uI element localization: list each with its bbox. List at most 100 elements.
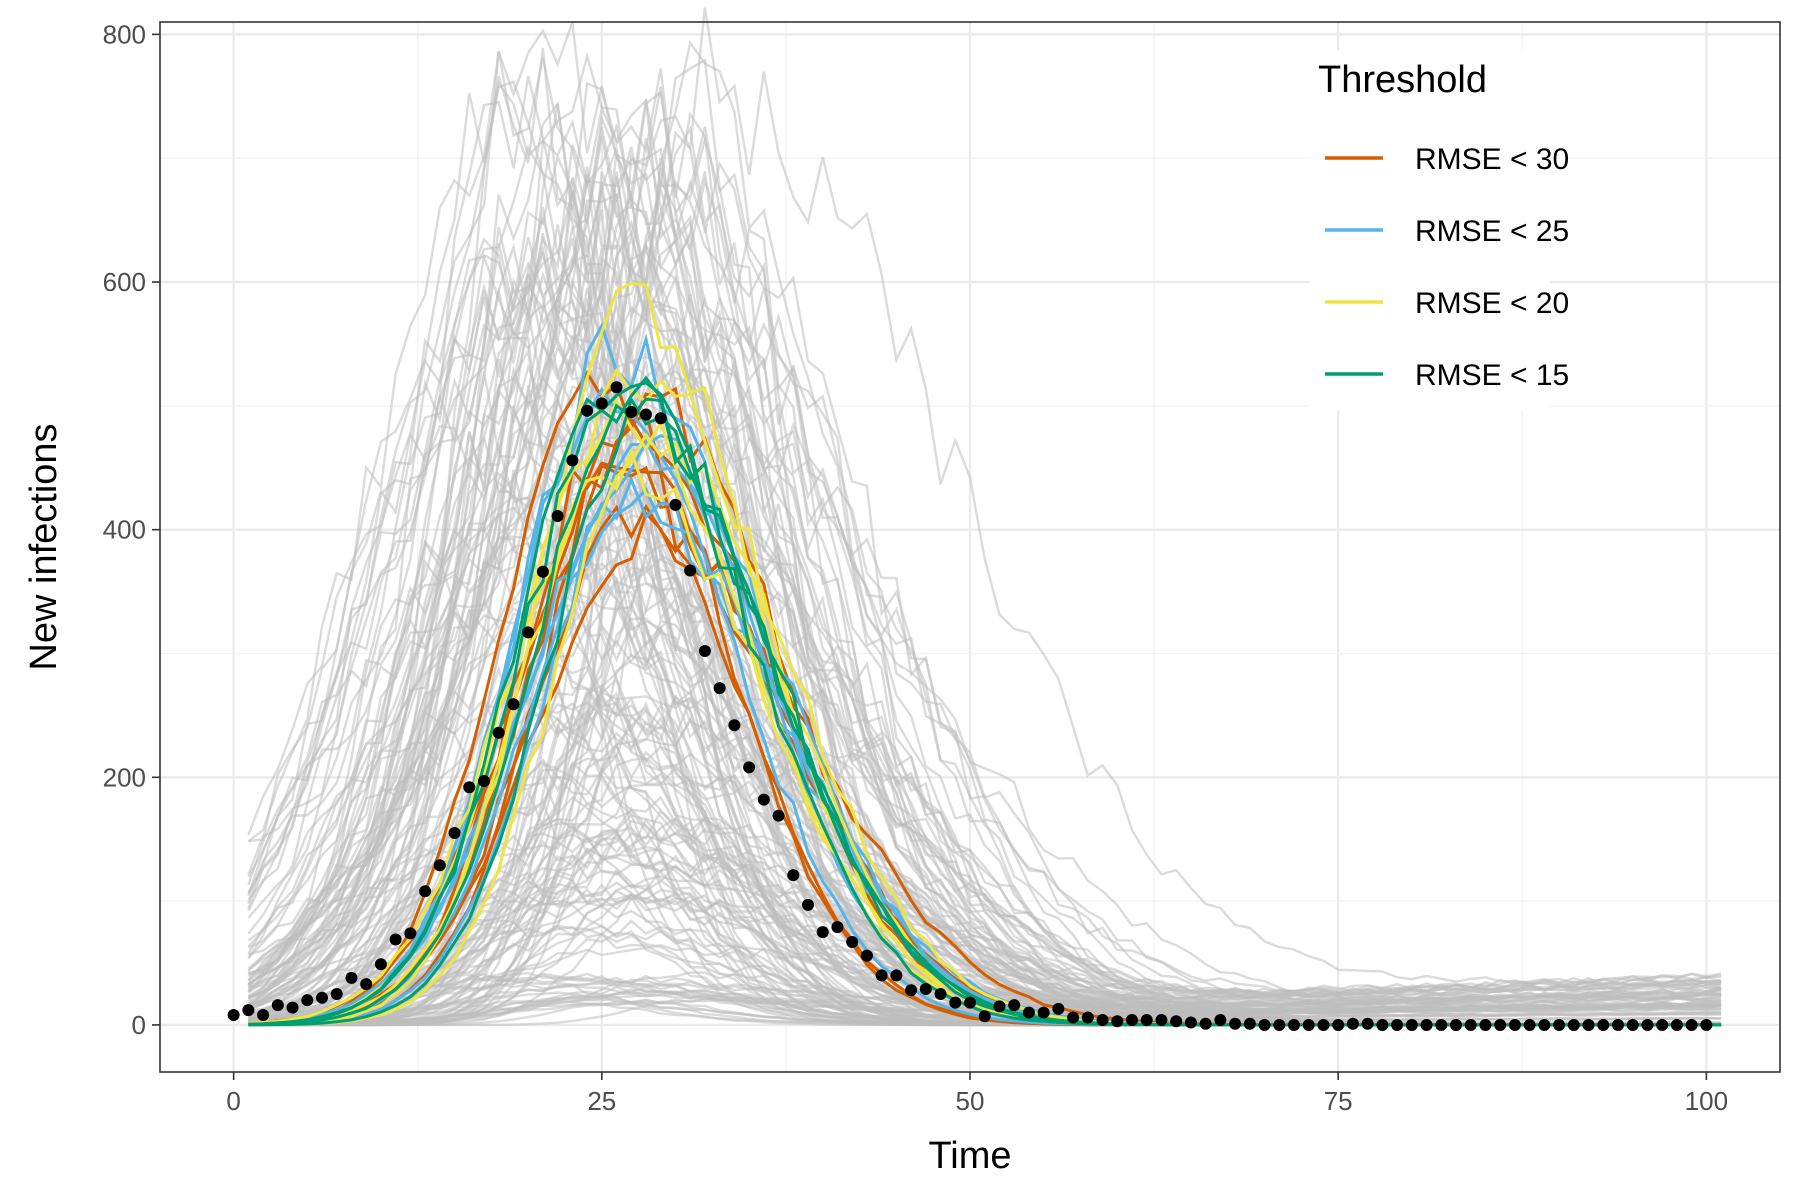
y-tick-label: 600: [103, 267, 146, 297]
y-tick-label: 800: [103, 19, 146, 49]
observed-point: [595, 397, 608, 410]
y-tick-label: 0: [132, 1010, 146, 1040]
observed-point: [875, 969, 888, 982]
observed-point: [551, 510, 564, 523]
observed-point: [1670, 1018, 1683, 1031]
observed-point: [419, 885, 432, 898]
observed-point: [1302, 1018, 1315, 1031]
observed-point: [1685, 1018, 1698, 1031]
observed-point: [286, 1001, 299, 1014]
observed-point: [831, 921, 844, 934]
y-tick-label: 400: [103, 515, 146, 545]
observed-point: [1096, 1013, 1109, 1026]
observed-point: [743, 761, 756, 774]
observed-point: [316, 991, 328, 1004]
observed-point: [1199, 1017, 1212, 1030]
legend-label: RMSE < 15: [1415, 359, 1569, 392]
observed-point: [536, 565, 549, 578]
observed-point: [846, 935, 859, 948]
observed-point: [360, 978, 373, 991]
observed-point: [1523, 1018, 1536, 1031]
observed-point: [949, 996, 962, 1009]
observed-point: [684, 564, 697, 577]
legend-entries: RMSE < 30 RMSE < 25 RMSE < 20 RMSE < 15: [1325, 143, 1569, 392]
observed-point: [1273, 1018, 1286, 1031]
observed-point: [1184, 1016, 1197, 1029]
observed-point: [787, 869, 800, 882]
observed-point: [448, 827, 461, 840]
observed-point: [934, 987, 947, 1000]
observed-point: [890, 969, 903, 982]
observed-point: [1022, 1006, 1035, 1019]
legend-entry: RMSE < 20: [1325, 287, 1569, 320]
observed-point: [1037, 1006, 1050, 1019]
observed-point: [242, 1004, 255, 1017]
y-axis-title: New infections: [23, 423, 65, 670]
observed-point: [257, 1009, 270, 1022]
observed-point: [1464, 1018, 1477, 1031]
observed-point: [669, 498, 682, 511]
observed-point: [1243, 1017, 1256, 1030]
observed-point: [1567, 1018, 1580, 1031]
observed-point: [640, 408, 652, 421]
observed-point: [1494, 1018, 1507, 1031]
axis-ticks: [152, 33, 1708, 1080]
observed-point: [492, 726, 505, 739]
observed-point: [1450, 1018, 1462, 1031]
observed-point: [1361, 1017, 1374, 1030]
observed-point: [566, 454, 579, 467]
observed-point: [816, 926, 829, 939]
observed-point: [1155, 1013, 1168, 1026]
observed-point: [905, 984, 918, 997]
observed-point: [374, 958, 387, 971]
observed-point: [1140, 1013, 1153, 1026]
observed-point: [1332, 1018, 1345, 1031]
legend-entry: RMSE < 25: [1325, 215, 1569, 248]
x-axis-title: Time: [928, 1135, 1011, 1177]
observed-points: [227, 381, 1713, 1031]
observed-point: [654, 412, 667, 425]
legend-entry: RMSE < 30: [1325, 143, 1569, 176]
observed-point: [1391, 1018, 1404, 1031]
observed-point: [1612, 1018, 1624, 1031]
observed-point: [1420, 1018, 1433, 1031]
x-tick-label: 50: [956, 1086, 985, 1116]
observed-point: [1597, 1018, 1610, 1031]
observed-point: [1214, 1013, 1227, 1026]
observed-point: [522, 626, 535, 639]
observed-point: [728, 719, 741, 732]
observed-point: [1067, 1011, 1080, 1024]
observed-point: [271, 999, 284, 1012]
observed-point: [463, 781, 476, 794]
observed-point: [1317, 1018, 1330, 1031]
observed-point: [345, 971, 358, 984]
observed-point: [301, 994, 314, 1007]
observed-point: [919, 983, 932, 996]
observed-point: [1081, 1011, 1094, 1024]
observed-point: [610, 381, 623, 394]
observed-point: [478, 775, 490, 788]
observed-point: [581, 404, 594, 417]
observed-point: [433, 859, 446, 872]
observed-point: [1700, 1018, 1713, 1031]
observed-point: [1656, 1018, 1669, 1031]
observed-point: [1626, 1018, 1639, 1031]
observed-point: [404, 927, 417, 940]
observed-point: [1288, 1018, 1300, 1031]
observed-point: [993, 1000, 1006, 1013]
legend-label: RMSE < 25: [1415, 215, 1569, 248]
x-tick-label: 0: [226, 1086, 240, 1116]
observed-point: [1346, 1017, 1359, 1030]
observed-point: [860, 949, 873, 962]
observed-point: [1479, 1018, 1492, 1031]
observed-point: [1229, 1017, 1242, 1030]
observed-point: [698, 645, 711, 658]
background-simulation-line: [248, 773, 1722, 1024]
observed-point: [1111, 1015, 1124, 1028]
observed-point: [1553, 1018, 1566, 1031]
observed-point: [330, 987, 343, 1000]
observed-point: [802, 898, 814, 911]
x-tick-labels: 0 25 50 75 100: [226, 1086, 1728, 1116]
x-tick-label: 25: [587, 1086, 616, 1116]
